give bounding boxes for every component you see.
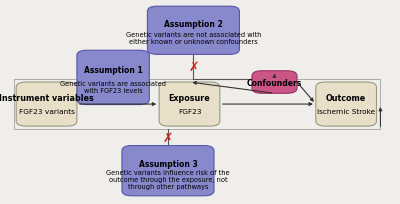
Text: Genetic variants influence risk of the
outcome through the exposure, not
through: Genetic variants influence risk of the o… bbox=[106, 169, 230, 189]
Text: Assumption 1: Assumption 1 bbox=[84, 66, 142, 75]
FancyBboxPatch shape bbox=[122, 146, 214, 196]
Text: Assumption 3: Assumption 3 bbox=[138, 159, 197, 168]
Text: FGF23: FGF23 bbox=[178, 109, 201, 115]
FancyBboxPatch shape bbox=[148, 7, 240, 55]
FancyBboxPatch shape bbox=[252, 71, 297, 94]
Text: Genetic variants are not associated with
either known or unknown confounders: Genetic variants are not associated with… bbox=[126, 32, 261, 45]
FancyBboxPatch shape bbox=[16, 83, 77, 126]
Text: Instrument variables: Instrument variables bbox=[0, 94, 94, 103]
FancyBboxPatch shape bbox=[77, 51, 149, 105]
Text: Ischemic Stroke: Ischemic Stroke bbox=[317, 109, 375, 115]
Text: Confounders: Confounders bbox=[247, 78, 302, 87]
Text: Assumption 2: Assumption 2 bbox=[164, 20, 223, 29]
FancyBboxPatch shape bbox=[316, 83, 376, 126]
Text: ✗: ✗ bbox=[188, 61, 199, 74]
Bar bbox=[14, 80, 380, 130]
Text: Exposure: Exposure bbox=[169, 94, 210, 103]
Text: FGF23 variants: FGF23 variants bbox=[19, 109, 74, 115]
Text: ✗: ✗ bbox=[163, 131, 173, 144]
FancyBboxPatch shape bbox=[159, 83, 220, 126]
Text: Outcome: Outcome bbox=[326, 94, 366, 103]
Text: Genetic variants are associated
with FGF23 levels: Genetic variants are associated with FGF… bbox=[60, 80, 166, 93]
